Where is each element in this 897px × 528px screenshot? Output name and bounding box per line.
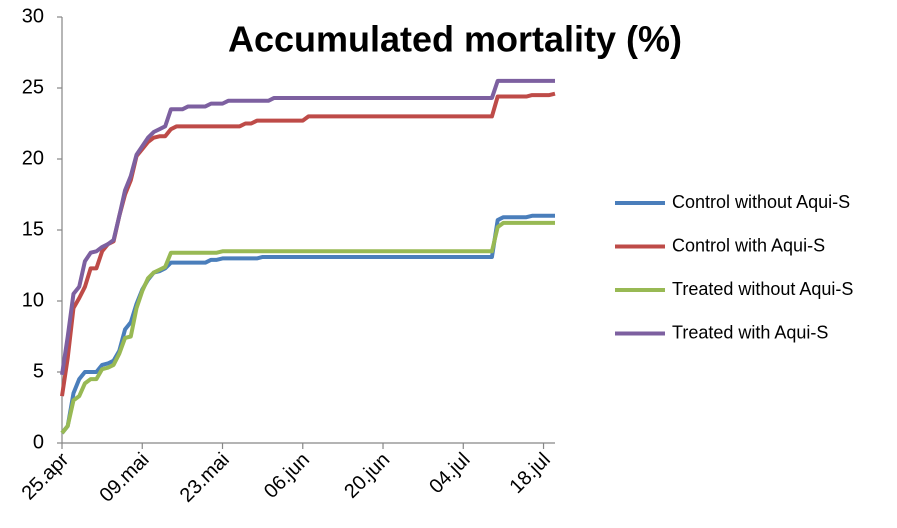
series-line — [60, 220, 555, 435]
y-tick-label: 15 — [22, 218, 44, 240]
y-tick-label: 5 — [33, 360, 44, 382]
y-tick-label: 20 — [22, 147, 44, 169]
y-tick-label: 10 — [22, 289, 44, 311]
x-tick-label: 23.mai — [176, 449, 234, 507]
x-tick-label: 25.apr — [18, 448, 74, 504]
legend-label: Control with Aqui-S — [672, 235, 825, 255]
legend-label: Control without Aqui-S — [672, 192, 850, 212]
legend-label: Treated without Aqui-S — [672, 279, 853, 299]
x-tick-label: 06.jun — [260, 449, 314, 503]
y-tick-label: 30 — [22, 5, 44, 27]
y-tick-label: 0 — [33, 431, 44, 453]
y-tick-label: 25 — [22, 76, 44, 98]
x-tick-label: 09.mai — [96, 449, 154, 507]
legend-label: Treated with Aqui-S — [672, 322, 828, 342]
x-tick-label: 20.jun — [340, 449, 394, 503]
series-line — [60, 78, 555, 376]
series-line — [60, 213, 555, 435]
series-line — [60, 91, 556, 397]
x-tick-label: 04.jul — [425, 449, 474, 498]
chart-title: Accumulated mortality (%) — [228, 19, 682, 60]
x-tick-label: 18.jul — [505, 449, 554, 498]
